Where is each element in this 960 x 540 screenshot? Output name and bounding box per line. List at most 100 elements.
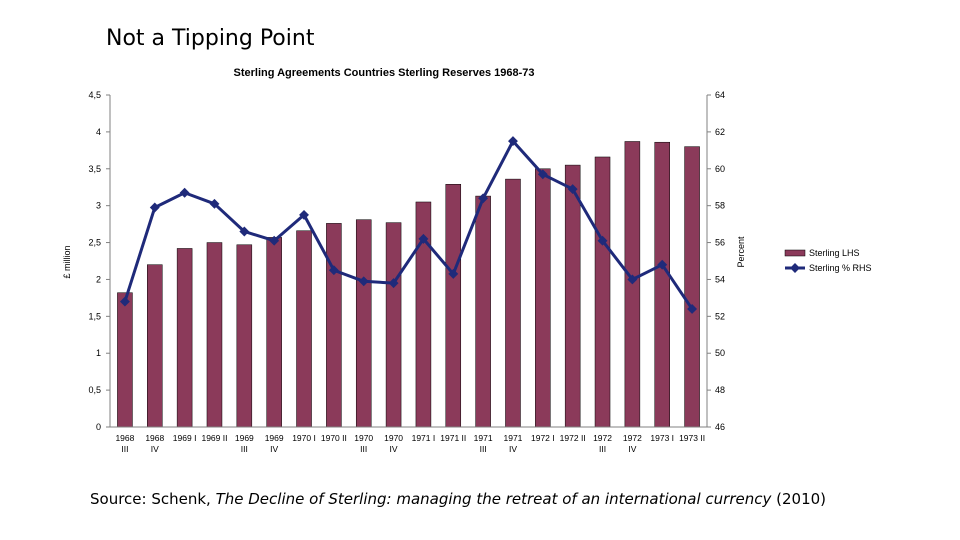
right-tick-label: 50 [715,348,725,358]
legend-label-bar: Sterling LHS [809,248,860,258]
legend-bar-swatch [784,249,806,257]
line-point-1 [149,202,160,213]
bar-19 [684,146,700,428]
category-sublabel: III [241,444,248,454]
bar-8 [355,219,372,428]
left-tick-label: 4 [96,127,101,137]
right-tick-label: 54 [715,274,725,284]
category-sublabel: IV [270,444,278,454]
axes [109,95,708,428]
category-label: 1971 II [440,433,466,443]
category-label: 1970 [384,433,403,443]
right-tick-label: 58 [715,201,725,211]
right-tick-label: 56 [715,238,725,248]
category-sublabel: III [480,444,487,454]
category-label: 1970 I [292,433,316,443]
bar-15 [564,164,581,428]
bar-4 [236,244,253,428]
line-path [123,139,694,310]
right-tick-label: 64 [715,90,725,100]
left-tick-label: 0 [96,422,101,432]
left-tick-labels: 0 0,5 1 1,5 2 2,5 3 3,5 4 4,5 [88,90,110,432]
left-tick-label: 4,5 [88,90,101,100]
line-point-7 [328,265,339,276]
left-tick-label: 1 [96,348,101,358]
bar-12 [475,195,491,428]
bar-6 [296,230,312,428]
right-tick-label: 60 [715,164,725,174]
bar-9 [385,222,402,428]
category-label: 1972 II [560,433,586,443]
line-point-8 [358,276,369,287]
chart-title: Sterling Agreements Countries Sterling R… [234,67,535,79]
category-label: 1972 I [531,433,555,443]
legend-line-marker [790,263,800,273]
bar-0 [117,292,133,428]
slide-title: Not a Tipping Point [106,26,315,51]
category-sublabel: III [599,444,606,454]
line-point-10 [418,233,429,244]
line-point-16 [597,235,608,246]
category-label: 1973 I [650,433,674,443]
legend-label-line: Sterling % RHS [809,263,872,273]
category-label: 1970 II [321,433,347,443]
line-point-5 [269,235,280,246]
bar-16 [594,156,611,428]
right-tick-label: 62 [715,127,725,137]
bar-series [117,141,700,428]
y-axis-right-label: Percent [736,236,746,268]
category-sublabel: IV [628,444,636,454]
category-sublabel: III [360,444,367,454]
legend: Sterling LHS Sterling % RHS [784,248,872,273]
bar-3 [206,242,223,428]
right-tick-label: 52 [715,311,725,321]
source-year: (2010) [776,490,827,508]
category-label: 1973 II [679,433,705,443]
category-label: 1971 [504,433,523,443]
category-label: 1970 [354,433,373,443]
left-tick-label: 0,5 [88,385,101,395]
source-book-title: The Decline of Sterling: managing the re… [215,490,772,508]
category-label: 1969 [235,433,254,443]
right-tick-label: 46 [715,422,725,432]
source-prefix: Source: Schenk, [90,490,211,508]
category-label: 1972 [593,433,612,443]
bar-13 [505,178,521,428]
line-point-17 [627,274,638,285]
bar-7 [326,223,342,428]
line-point-2 [179,187,190,198]
category-label: 1971 I [412,433,436,443]
left-tick-label: 1,5 [88,311,101,321]
line-point-3 [209,198,220,209]
category-label: 1968 [145,433,164,443]
right-tick-labels: 46 48 50 52 54 56 58 60 62 64 [707,90,725,432]
bar-14 [535,168,551,428]
category-label: 1972 [623,433,642,443]
line-point-12 [478,193,489,204]
category-label: 1969 [265,433,284,443]
left-tick-label: 3,5 [88,164,101,174]
left-tick-label: 2 [96,274,101,284]
line-series [119,136,698,314]
line-point-9 [388,278,399,289]
bar-1 [147,264,163,428]
line-point-4 [239,226,250,237]
bar-2 [176,248,193,428]
line-point-6 [299,209,309,220]
line-point-18 [657,259,668,270]
line-point-11 [448,268,459,279]
category-sublabel: IV [390,444,398,454]
source-citation: Source: Schenk, The Decline of Sterling:… [90,490,826,508]
line-point-14 [537,169,548,180]
left-tick-label: 3 [96,201,101,211]
line-point-15 [567,184,578,195]
category-sublabel: IV [509,444,517,454]
y-axis-left-label: £ million [62,245,72,278]
category-label: 1968 [115,433,134,443]
right-tick-label: 48 [715,385,725,395]
left-tick-label: 2,5 [88,238,101,248]
line-point-19 [687,304,698,314]
bar-18 [654,141,670,428]
